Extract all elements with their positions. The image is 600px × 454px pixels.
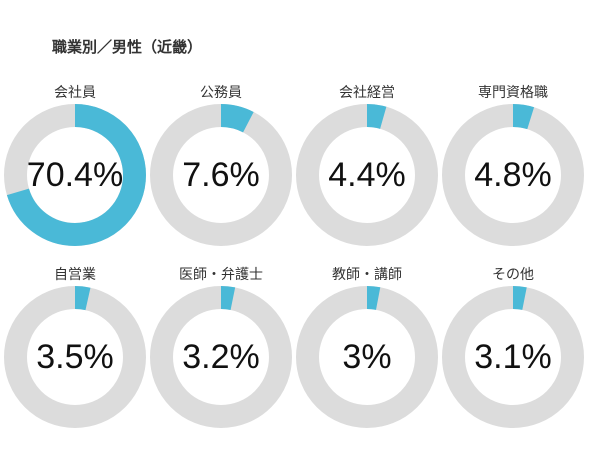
value-label: 3.1% <box>474 338 552 376</box>
donut-slice <box>150 104 292 246</box>
donut-slice <box>4 104 146 246</box>
donut-cell-5: 医師・弁護士 3.2% <box>148 264 294 454</box>
category-label: 公務員 <box>200 85 242 101</box>
donut-cell-4: 自営業 3.5% <box>2 264 148 454</box>
category-label: 自営業 <box>54 267 96 283</box>
donut-chart <box>4 286 146 428</box>
donut-svg <box>4 104 146 246</box>
donut-svg <box>150 286 292 428</box>
donut-cell-6: 教師・講師 3% <box>294 264 440 454</box>
donut-svg <box>4 286 146 428</box>
category-label: その他 <box>492 267 534 283</box>
donut-cell-1: 公務員 7.6% <box>148 82 294 272</box>
donut-chart <box>4 104 146 246</box>
donut-chart <box>150 104 292 246</box>
donut-svg <box>296 286 438 428</box>
donut-chart <box>296 286 438 428</box>
value-label: 3.2% <box>182 338 260 376</box>
value-label: 7.6% <box>182 156 260 194</box>
donut-slice <box>296 286 438 428</box>
chart-title: 職業別／男性（近畿） <box>52 38 203 56</box>
value-label: 4.4% <box>328 156 406 194</box>
donut-slice <box>442 104 584 246</box>
donut-slice <box>296 104 438 246</box>
value-label: 3.5% <box>36 338 114 376</box>
donut-slice <box>4 286 146 428</box>
donut-chart <box>442 104 584 246</box>
donut-svg <box>442 104 584 246</box>
donut-cell-0: 会社員 70.4% <box>2 82 148 272</box>
value-label: 3% <box>342 338 392 376</box>
category-label: 会社員 <box>54 85 96 101</box>
donut-cell-3: 専門資格職 4.8% <box>440 82 586 272</box>
value-label: 4.8% <box>474 156 552 194</box>
value-label: 70.4% <box>26 156 124 194</box>
category-label: 会社経営 <box>339 85 395 101</box>
donut-svg <box>442 286 584 428</box>
donut-svg <box>296 104 438 246</box>
donut-chart <box>442 286 584 428</box>
donut-svg <box>150 104 292 246</box>
donut-cell-7: その他 3.1% <box>440 264 586 454</box>
donut-chart <box>296 104 438 246</box>
donut-slice <box>150 286 292 428</box>
donut-chart <box>150 286 292 428</box>
category-label: 教師・講師 <box>332 267 402 283</box>
donut-slice <box>442 286 584 428</box>
category-label: 医師・弁護士 <box>179 267 263 283</box>
donut-cell-2: 会社経営 4.4% <box>294 82 440 272</box>
category-label: 専門資格職 <box>478 85 548 101</box>
